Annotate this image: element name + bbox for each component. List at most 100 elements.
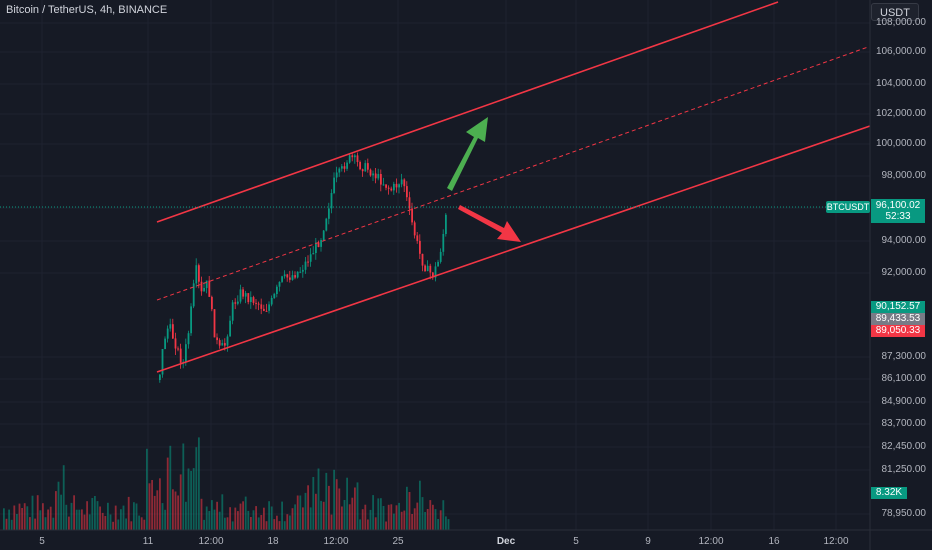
candle-body[interactable] <box>369 169 372 176</box>
candle-body[interactable] <box>169 324 172 329</box>
candle-body[interactable] <box>263 308 265 311</box>
candle-body[interactable] <box>265 310 268 312</box>
down-arrow[interactable] <box>458 205 521 242</box>
candle-body[interactable] <box>335 172 338 178</box>
candle-body[interactable] <box>400 179 403 185</box>
candle-body[interactable] <box>304 261 307 270</box>
candle-body[interactable] <box>195 265 198 284</box>
candle-body[interactable] <box>382 184 385 186</box>
candle-body[interactable] <box>439 251 442 262</box>
candlesticks[interactable] <box>159 152 447 383</box>
candle-body[interactable] <box>406 186 408 198</box>
candle-body[interactable] <box>260 304 263 309</box>
candle-body[interactable] <box>424 265 426 272</box>
candle-body[interactable] <box>343 166 346 169</box>
candle-body[interactable] <box>250 297 252 302</box>
candle-body[interactable] <box>268 304 270 311</box>
candle-body[interactable] <box>434 266 437 278</box>
candle-body[interactable] <box>192 283 195 307</box>
channel-upper-line[interactable] <box>156 1 779 223</box>
candle-body[interactable] <box>359 161 361 170</box>
candle-body[interactable] <box>377 174 380 179</box>
candle-body[interactable] <box>432 272 434 278</box>
candle-body[interactable] <box>252 297 255 303</box>
candle-body[interactable] <box>203 288 205 292</box>
candle-body[interactable] <box>244 293 247 297</box>
candle-body[interactable] <box>174 338 177 349</box>
candle-body[interactable] <box>351 155 354 158</box>
candle-body[interactable] <box>426 265 429 272</box>
candle-body[interactable] <box>380 174 382 185</box>
candle-body[interactable] <box>278 281 281 287</box>
candle-body[interactable] <box>257 303 260 305</box>
candle-body[interactable] <box>247 293 250 303</box>
candle-body[interactable] <box>395 183 398 188</box>
candle-body[interactable] <box>416 235 419 241</box>
candle-body[interactable] <box>421 253 424 266</box>
candle-body[interactable] <box>330 193 333 209</box>
candle-body[interactable] <box>346 162 348 169</box>
candle-body[interactable] <box>437 261 439 267</box>
candle-body[interactable] <box>354 155 356 158</box>
candle-body[interactable] <box>372 173 374 176</box>
candle-body[interactable] <box>320 240 322 247</box>
candle-body[interactable] <box>309 254 312 262</box>
candle-body[interactable] <box>307 261 309 263</box>
candle-body[interactable] <box>356 155 359 162</box>
currency-button[interactable]: USDT <box>871 3 919 21</box>
candle-body[interactable] <box>276 286 278 294</box>
candle-body[interactable] <box>385 184 387 188</box>
candle-body[interactable] <box>161 349 164 375</box>
candle-body[interactable] <box>374 173 377 179</box>
candle-body[interactable] <box>242 289 244 297</box>
candle-body[interactable] <box>172 324 174 339</box>
drawing-tools[interactable] <box>0 1 871 373</box>
candle-body[interactable] <box>413 222 416 236</box>
candle-body[interactable] <box>333 177 335 194</box>
candle-body[interactable] <box>408 197 411 209</box>
candle-body[interactable] <box>390 188 393 191</box>
candle-body[interactable] <box>411 208 413 223</box>
candle-body[interactable] <box>317 242 320 248</box>
candle-body[interactable] <box>221 343 224 346</box>
candle-body[interactable] <box>302 269 304 272</box>
candle-body[interactable] <box>226 336 229 346</box>
candle-body[interactable] <box>211 296 213 310</box>
candle-body[interactable] <box>190 306 192 334</box>
candle-body[interactable] <box>270 298 273 305</box>
candle-body[interactable] <box>325 218 328 231</box>
candle-body[interactable] <box>216 337 218 341</box>
candle-body[interactable] <box>341 166 343 169</box>
candle-body[interactable] <box>403 179 406 187</box>
candle-body[interactable] <box>200 281 203 292</box>
candle-body[interactable] <box>312 253 315 255</box>
candle-body[interactable] <box>239 289 242 302</box>
candle-body[interactable] <box>198 265 200 282</box>
symbol-legend[interactable]: Bitcoin / TetherUS, 4h, BINANCE <box>6 4 168 16</box>
candle-body[interactable] <box>296 271 299 278</box>
candle-body[interactable] <box>179 348 182 363</box>
candle-body[interactable] <box>289 277 291 280</box>
candle-body[interactable] <box>393 183 395 191</box>
candle-body[interactable] <box>294 275 296 278</box>
candle-body[interactable] <box>255 302 257 304</box>
candle-body[interactable] <box>273 293 276 298</box>
channel-lower-line[interactable] <box>156 125 871 373</box>
candle-body[interactable] <box>213 309 216 338</box>
candle-body[interactable] <box>208 280 211 297</box>
candle-body[interactable] <box>185 344 187 362</box>
candle-body[interactable] <box>218 340 221 346</box>
candle-body[interactable] <box>177 348 179 350</box>
candle-body[interactable] <box>224 343 226 346</box>
candle-body[interactable] <box>387 187 390 189</box>
candle-body[interactable] <box>338 168 341 173</box>
candle-body[interactable] <box>231 302 234 321</box>
candle-body[interactable] <box>445 214 447 234</box>
candle-body[interactable] <box>281 276 283 282</box>
candle-body[interactable] <box>286 274 289 278</box>
candle-body[interactable] <box>237 301 239 304</box>
candle-body[interactable] <box>234 302 237 304</box>
candle-body[interactable] <box>205 280 208 289</box>
